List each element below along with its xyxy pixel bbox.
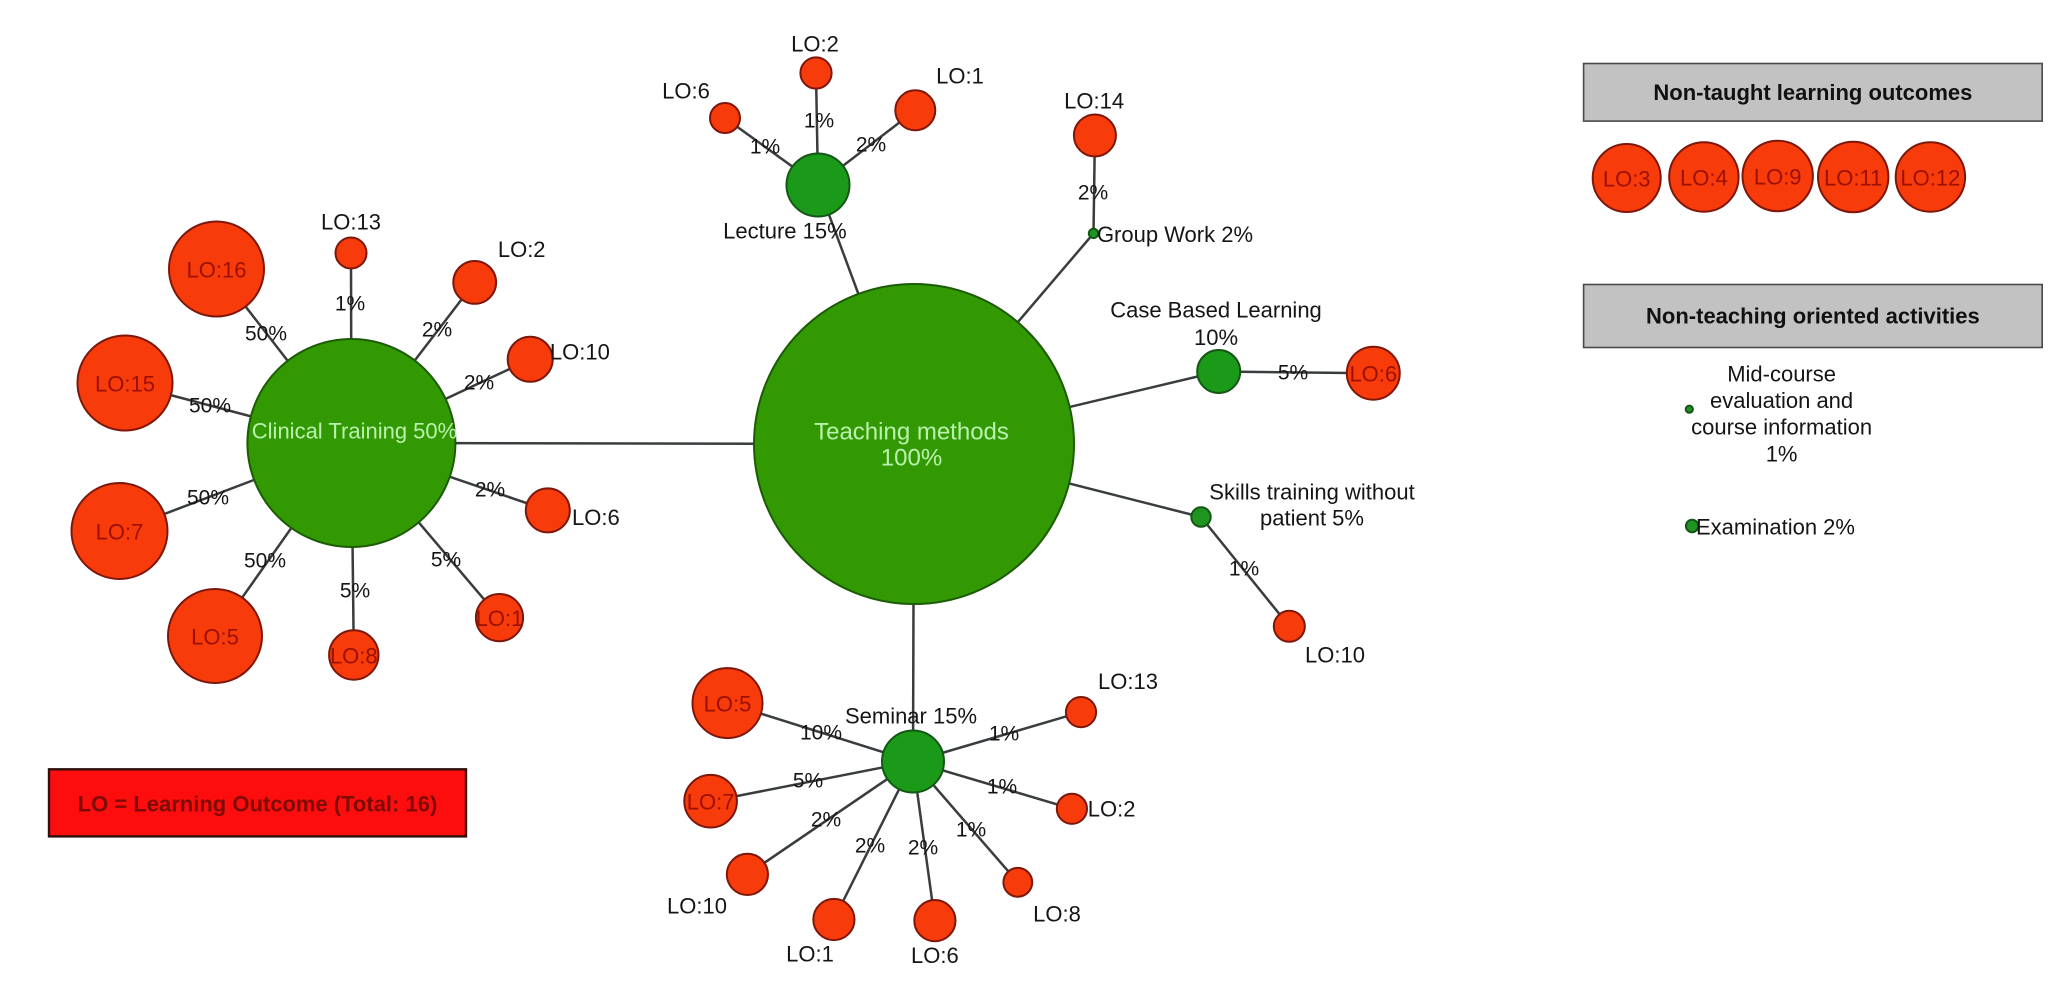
svg-text:2%: 2% — [855, 835, 885, 858]
svg-text:LO:5: LO:5 — [704, 692, 752, 717]
svg-text:1%: 1% — [989, 723, 1019, 746]
svg-text:evaluation and: evaluation and — [1710, 388, 1853, 413]
svg-text:LO:1: LO:1 — [786, 942, 834, 967]
svg-text:Teaching methods: Teaching methods — [814, 419, 1009, 446]
svg-text:LO:13: LO:13 — [1098, 669, 1158, 694]
svg-text:2%: 2% — [908, 837, 938, 860]
svg-text:LO:7: LO:7 — [687, 790, 735, 815]
svg-text:LO:12: LO:12 — [1900, 166, 1960, 191]
svg-text:Group Work 2%: Group Work 2% — [1097, 222, 1253, 247]
svg-text:100%: 100% — [881, 445, 942, 472]
svg-text:patient 5%: patient 5% — [1260, 506, 1364, 531]
svg-text:LO:10: LO:10 — [550, 340, 610, 365]
svg-text:Examination 2%: Examination 2% — [1696, 515, 1855, 540]
svg-text:1%: 1% — [1229, 558, 1259, 581]
svg-text:1%: 1% — [1766, 441, 1798, 466]
svg-text:LO:14: LO:14 — [1064, 88, 1124, 113]
svg-text:LO:6: LO:6 — [911, 943, 959, 968]
svg-text:LO:2: LO:2 — [1088, 796, 1136, 821]
svg-text:Non-teaching oriented activiti: Non-teaching oriented activities — [1646, 304, 1980, 329]
svg-text:LO:9: LO:9 — [1754, 165, 1802, 190]
svg-text:LO:2: LO:2 — [498, 237, 546, 262]
svg-text:5%: 5% — [340, 580, 370, 603]
svg-text:1%: 1% — [804, 110, 834, 133]
svg-text:LO:6: LO:6 — [1349, 362, 1397, 387]
svg-text:50%: 50% — [187, 487, 229, 510]
svg-text:2%: 2% — [475, 479, 505, 502]
svg-text:Seminar 15%: Seminar 15% — [845, 704, 977, 729]
svg-text:10%: 10% — [1194, 325, 1238, 350]
svg-text:2%: 2% — [811, 809, 841, 832]
svg-text:LO:1: LO:1 — [936, 64, 984, 89]
svg-text:2%: 2% — [856, 134, 886, 157]
svg-text:LO:10: LO:10 — [1305, 643, 1365, 668]
svg-text:LO:2: LO:2 — [791, 32, 839, 57]
svg-text:5%: 5% — [431, 549, 461, 572]
svg-text:LO:4: LO:4 — [1680, 166, 1728, 191]
svg-text:Skills training without: Skills training without — [1209, 480, 1414, 505]
svg-text:2%: 2% — [1078, 182, 1108, 205]
svg-text:LO = Learning Outcome (Total:: LO = Learning Outcome (Total: 16) — [78, 791, 438, 816]
svg-text:50%: 50% — [245, 323, 287, 346]
svg-text:5%: 5% — [1278, 362, 1308, 385]
svg-text:LO:7: LO:7 — [96, 520, 144, 545]
svg-text:1%: 1% — [750, 136, 780, 159]
svg-text:1%: 1% — [956, 819, 986, 842]
svg-text:LO:6: LO:6 — [572, 505, 620, 530]
svg-text:LO:15: LO:15 — [95, 372, 155, 397]
svg-text:Case Based Learning: Case Based Learning — [1110, 298, 1322, 323]
svg-text:LO:1: LO:1 — [476, 606, 524, 631]
svg-text:2%: 2% — [422, 319, 452, 342]
svg-text:50%: 50% — [189, 395, 231, 418]
svg-text:Lecture 15%: Lecture 15% — [723, 218, 847, 243]
svg-text:LO:8: LO:8 — [1033, 902, 1081, 927]
svg-text:10%: 10% — [800, 722, 842, 745]
svg-text:5%: 5% — [793, 770, 823, 793]
svg-text:LO:3: LO:3 — [1603, 167, 1651, 192]
svg-text:LO:6: LO:6 — [662, 79, 710, 104]
svg-text:LO:16: LO:16 — [187, 258, 247, 283]
svg-text:Clinical Training 50%: Clinical Training 50% — [252, 419, 457, 444]
svg-text:1%: 1% — [987, 776, 1017, 799]
svg-text:LO:13: LO:13 — [321, 210, 381, 235]
svg-text:LO:11: LO:11 — [1824, 166, 1882, 191]
svg-text:Mid-course: Mid-course — [1727, 362, 1836, 387]
svg-text:LO:10: LO:10 — [667, 894, 727, 919]
svg-text:LO:8: LO:8 — [330, 644, 378, 669]
svg-text:Non-taught learning outcomes: Non-taught learning outcomes — [1653, 80, 1972, 105]
svg-text:course information: course information — [1691, 415, 1872, 440]
svg-text:LO:5: LO:5 — [191, 625, 239, 650]
svg-text:50%: 50% — [244, 550, 286, 573]
svg-text:1%: 1% — [335, 293, 365, 316]
svg-text:2%: 2% — [464, 372, 494, 395]
